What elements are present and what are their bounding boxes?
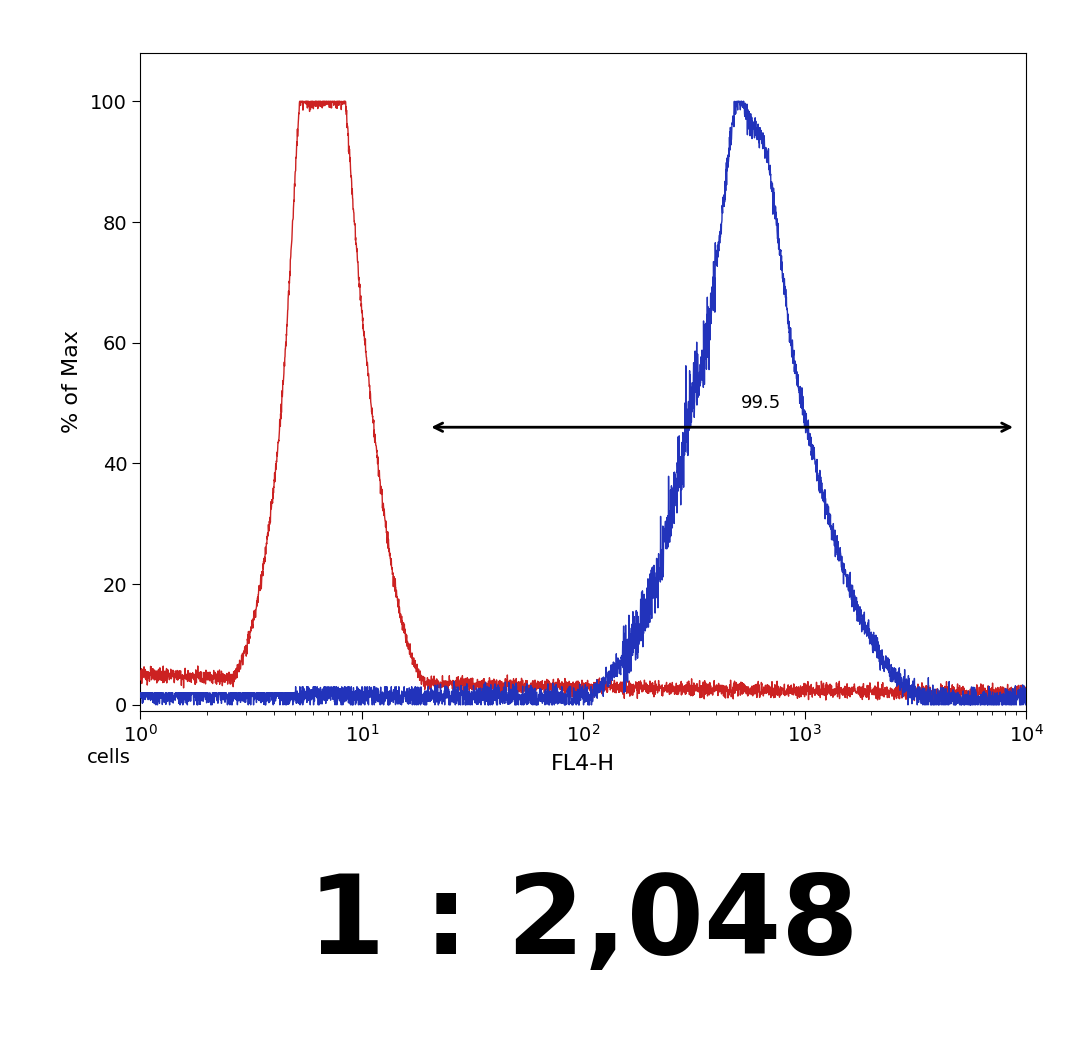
Y-axis label: % of Max: % of Max: [62, 331, 82, 433]
Text: 1 : 2,048: 1 : 2,048: [308, 870, 859, 976]
Text: cells: cells: [86, 748, 131, 767]
X-axis label: FL4-H: FL4-H: [551, 754, 616, 775]
Text: 99.5: 99.5: [741, 394, 781, 412]
